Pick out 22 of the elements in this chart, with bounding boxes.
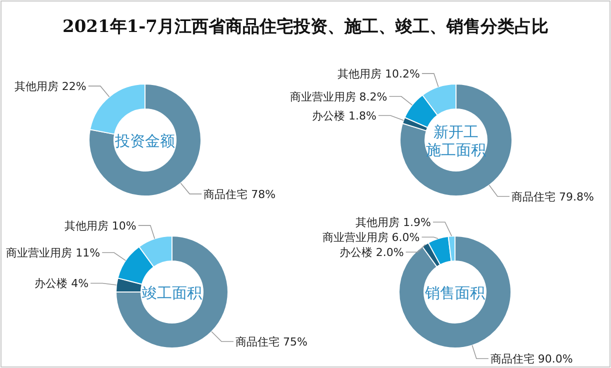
slice-label: 办公楼 4% (34, 277, 89, 290)
text: 销售面积 (424, 284, 485, 302)
slice-label: 其他用房 22% (14, 80, 86, 94)
slice-label: 其他用房 10.2% (338, 68, 420, 81)
slice-label: 商业营业用房 6.0% (322, 231, 420, 244)
donut-slice (88, 84, 202, 196)
slice-label: 其他用房 1.9% (356, 216, 431, 230)
slice-label: 商业营业用房 11% (6, 246, 100, 260)
slice-label: 办公楼 2.0% (339, 246, 404, 260)
text: 投资金额 (114, 132, 175, 150)
text: 新开工施工面积 (426, 123, 486, 159)
slice-label: 商品住宅 79.8% (512, 190, 594, 204)
text: 2021年1-7月江西省商品住宅投资、施工、竣工、销售分类占比 (62, 17, 549, 37)
donut-slice (400, 84, 512, 196)
slice-label: 商品住宅 78% (204, 188, 276, 201)
text: 竣工面积 (142, 284, 202, 302)
slice-label: 商业营业用房 8.2% (290, 90, 388, 104)
slice-label: 商品住宅 90.0% (490, 352, 573, 366)
slice-label: 商品住宅 75% (235, 335, 308, 348)
donut-slice (116, 236, 228, 348)
slice-label: 办公楼 1.8% (312, 109, 376, 122)
slice-label: 其他用房 10% (64, 219, 136, 232)
